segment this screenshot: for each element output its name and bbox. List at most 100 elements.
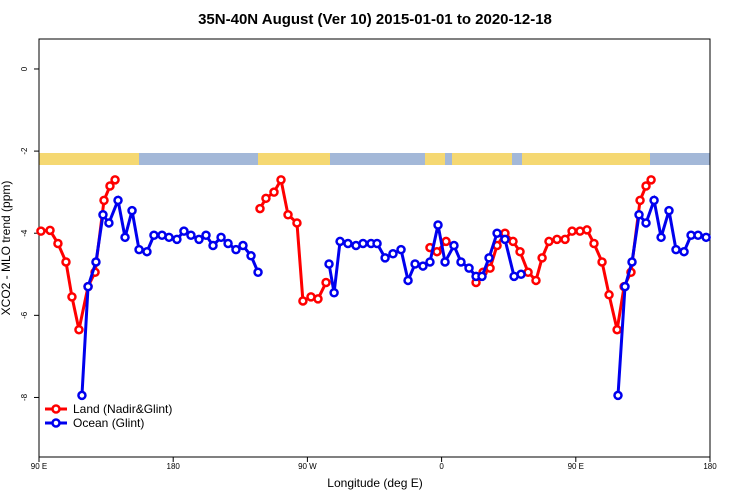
data-point (567, 226, 577, 236)
data-point (164, 232, 174, 243)
data-point (120, 232, 130, 243)
data-point (343, 238, 353, 249)
legend-marker (51, 418, 61, 428)
data-point (418, 261, 428, 271)
y-tick-label: 0 (20, 66, 29, 71)
data-point (597, 257, 607, 267)
series-line (40, 175, 653, 331)
land-strip (258, 153, 330, 165)
data-point (98, 209, 108, 220)
data-point (388, 248, 398, 259)
data-point (484, 253, 494, 263)
data-point (208, 240, 218, 251)
data-point (396, 244, 406, 255)
data-point (194, 234, 204, 245)
data-point (441, 236, 451, 247)
data-point (255, 203, 265, 214)
data-point (269, 187, 279, 197)
data-point (500, 234, 510, 245)
y-tick-label: -6 (20, 311, 29, 319)
y-tick-label: -8 (20, 393, 29, 401)
data-point (313, 294, 323, 304)
data-point (464, 263, 474, 273)
data-point (110, 175, 120, 185)
data-point (105, 181, 115, 191)
data-point (612, 324, 622, 335)
data-point (552, 234, 562, 245)
data-point (77, 390, 87, 401)
data-point (649, 195, 659, 206)
data-point (449, 240, 459, 251)
data-point (701, 232, 711, 243)
data-point (61, 257, 71, 267)
legend-label: Land (Nadir&Glint) (73, 402, 172, 416)
data-point (253, 267, 263, 277)
x-tick-label: 90 E (31, 462, 47, 471)
data-point (620, 281, 630, 292)
data-point (113, 195, 123, 206)
data-point (142, 246, 152, 257)
land-strip (522, 153, 650, 165)
data-point (634, 209, 644, 220)
data-point (276, 175, 286, 185)
data-point (560, 234, 570, 245)
data-point (432, 246, 442, 257)
data-point (627, 257, 637, 267)
data-point (104, 218, 114, 228)
legend-marker (51, 404, 61, 414)
data-point (186, 230, 196, 241)
data-point (679, 246, 689, 257)
data-point (45, 225, 55, 236)
data-point (99, 195, 109, 206)
data-point (329, 288, 339, 298)
data-point (372, 238, 382, 249)
data-point (613, 390, 623, 401)
data-point (321, 277, 331, 288)
data-point (83, 281, 93, 292)
data-point (641, 181, 651, 191)
data-point (223, 238, 233, 249)
plot-frame (38, 38, 711, 458)
data-point (238, 240, 248, 251)
x-tick-label: 180 (703, 462, 717, 471)
land-strip (425, 153, 445, 165)
x-tick-label: 90 W (298, 462, 317, 471)
data-point (216, 232, 226, 243)
data-point (656, 232, 666, 243)
data-point (67, 292, 77, 302)
y-tick-label: -4 (20, 229, 29, 237)
data-point (635, 195, 645, 206)
data-point (604, 290, 614, 300)
x-tick-label: 0 (439, 462, 444, 471)
data-point (380, 253, 390, 263)
data-point (425, 257, 435, 267)
data-point (531, 275, 541, 286)
chart-title: 35N-40N August (Ver 10) 2015-01-01 to 20… (198, 11, 552, 28)
x-tick-label: 90 E (568, 462, 584, 471)
x-tick-label: 180 (167, 462, 181, 471)
data-point (179, 226, 189, 236)
data-point (358, 238, 368, 249)
data-point (516, 269, 526, 280)
data-point (74, 324, 84, 335)
data-point (582, 225, 592, 235)
data-point (410, 259, 420, 269)
data-point (433, 220, 443, 230)
data-point (231, 244, 241, 255)
y-tick-label: -2 (20, 147, 29, 155)
data-point (134, 244, 144, 255)
data-point (693, 230, 703, 241)
y-axis-label: XCO2 - MLO trend (ppm) (0, 181, 13, 316)
data-point (246, 251, 256, 261)
data-point (261, 193, 271, 204)
data-point (515, 246, 525, 257)
land-strip (452, 153, 512, 165)
data-point (91, 257, 101, 267)
x-axis-label: Longitude (deg E) (327, 476, 422, 490)
data-point (149, 230, 159, 241)
data-point (671, 244, 681, 255)
data-point (492, 228, 502, 238)
data-point (641, 218, 651, 228)
data-point (172, 234, 182, 245)
